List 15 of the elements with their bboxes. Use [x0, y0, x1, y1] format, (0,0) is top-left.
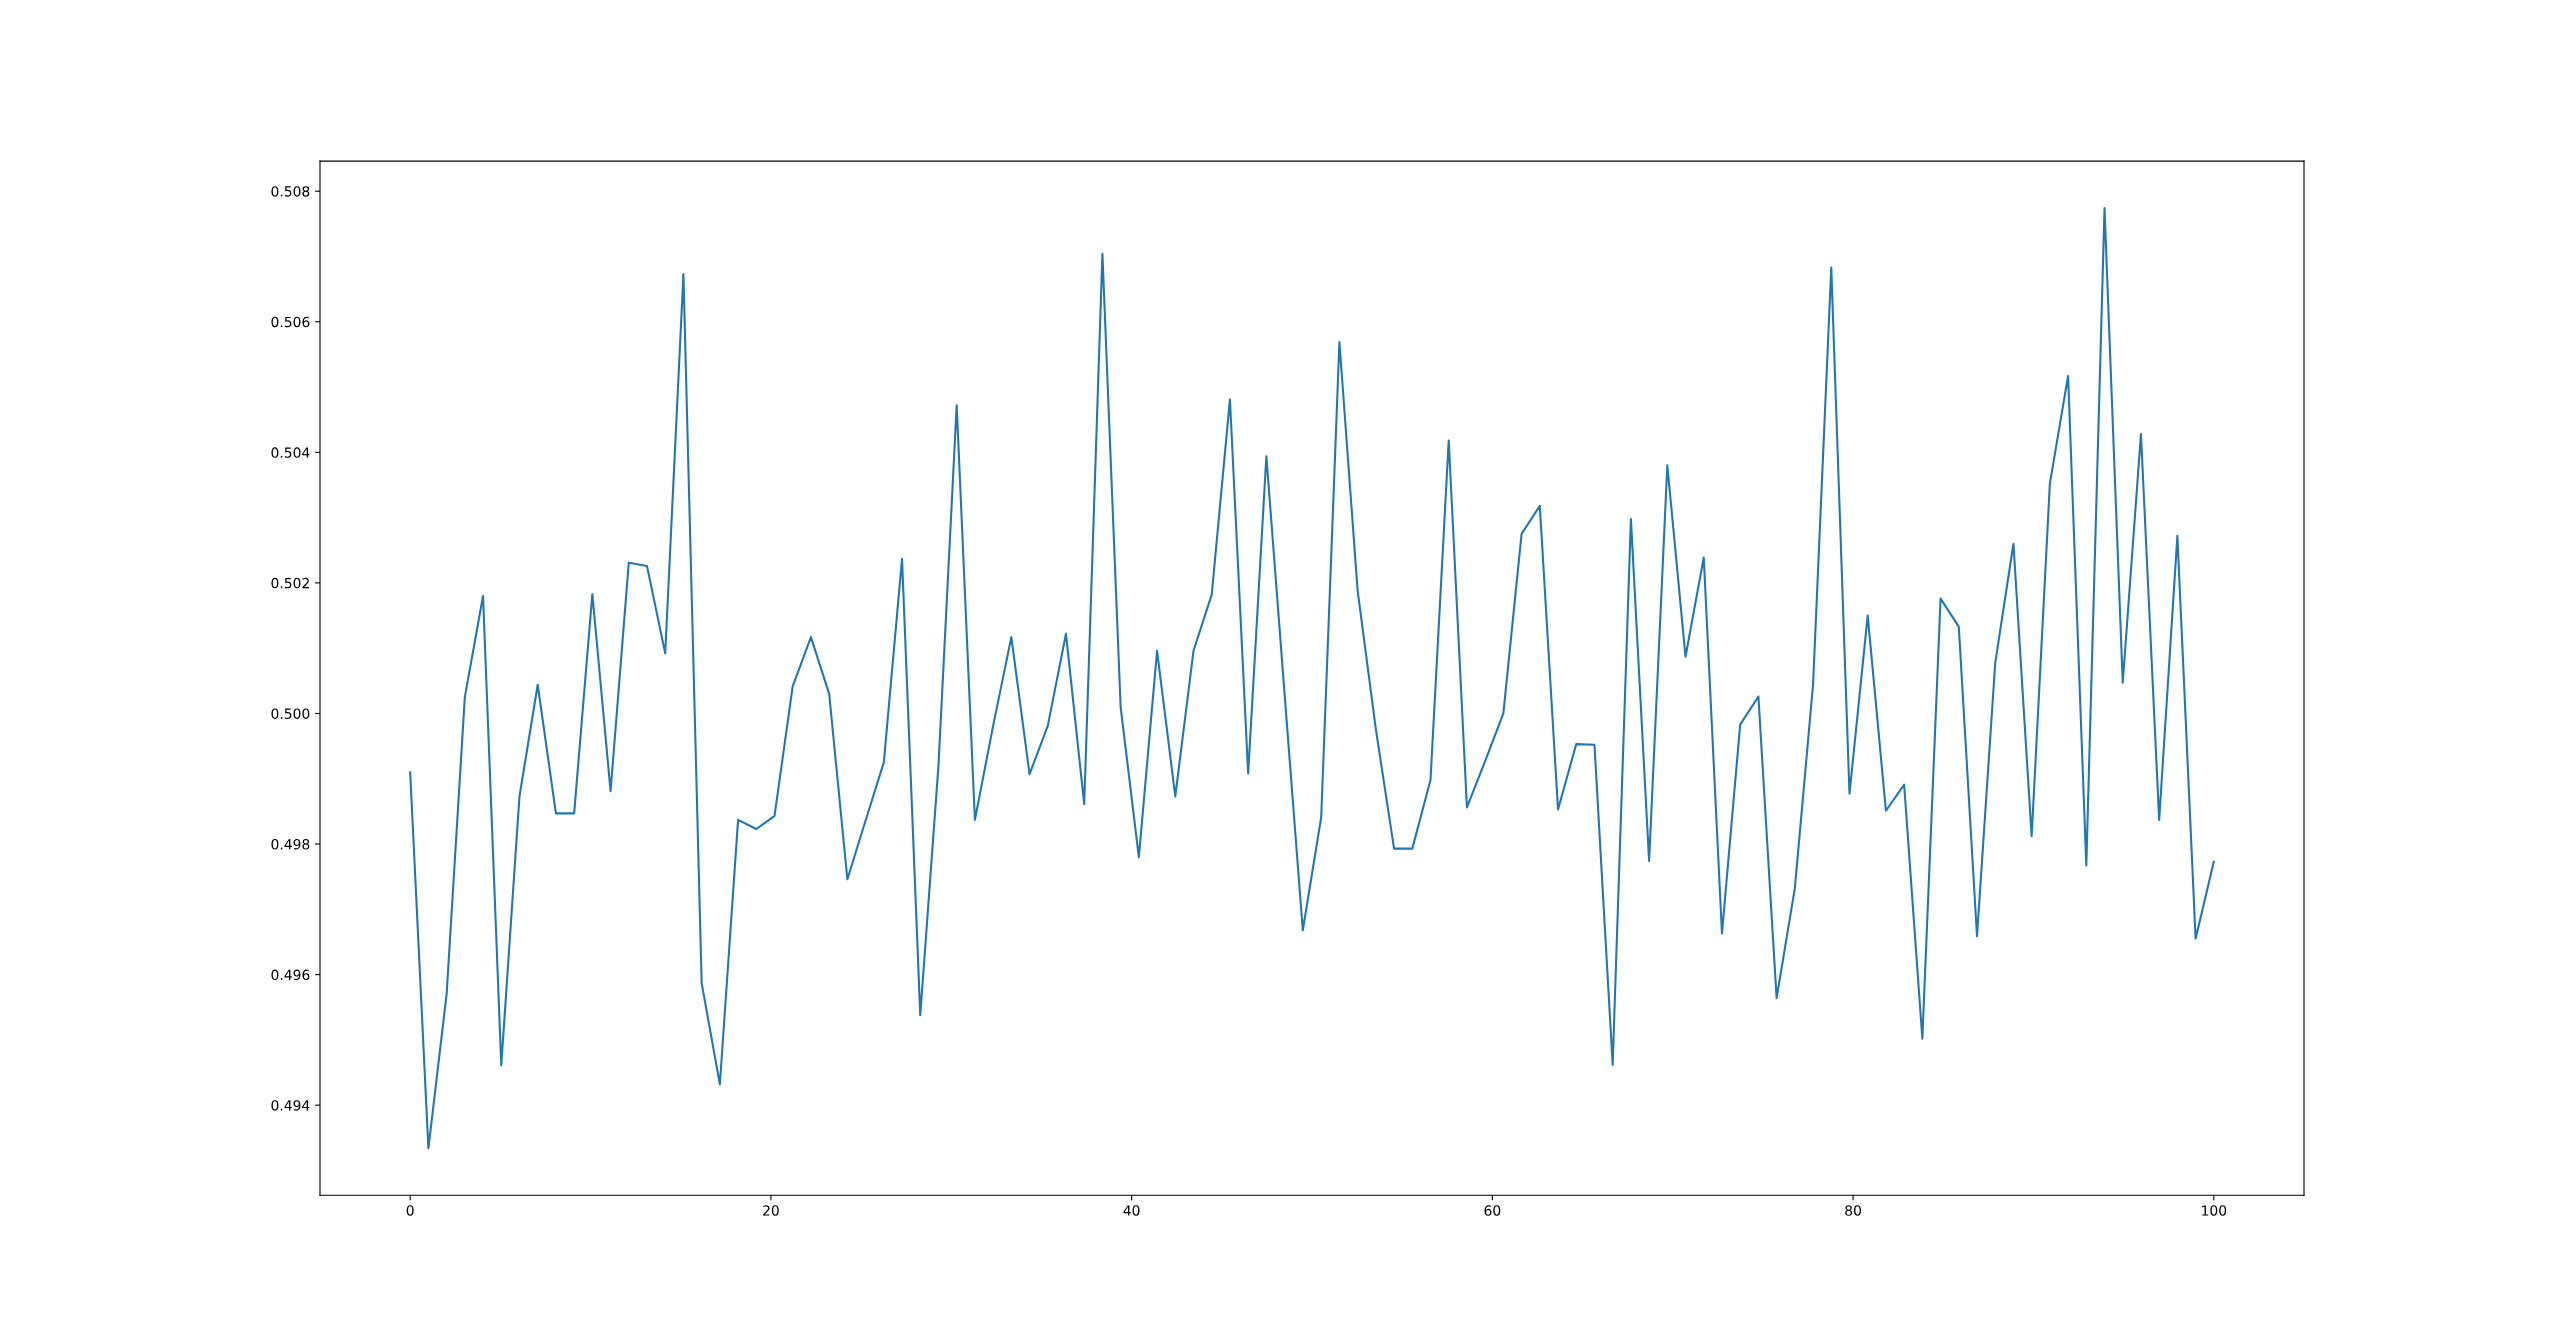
- y-tick-label: 0.504: [271, 447, 310, 458]
- y-tick-label: 0.502: [271, 577, 309, 589]
- y-tick-label: 0.506: [271, 316, 310, 328]
- x-tick-label: 60: [1484, 1205, 1501, 1216]
- y-tick-label: 0.494: [271, 1100, 310, 1111]
- y-tick-label: 0.508: [271, 186, 310, 197]
- x-tick-label: 40: [1123, 1205, 1140, 1216]
- x-tick-label: 100: [2202, 1205, 2227, 1216]
- y-tick-label: 0.496: [271, 969, 310, 981]
- line-series: [409, 207, 2215, 1150]
- x-tick-label: 0: [406, 1205, 414, 1216]
- x-tick-label: 80: [1845, 1205, 1862, 1216]
- x-tick-label: 20: [763, 1205, 779, 1216]
- y-tick-label: 0.498: [271, 839, 310, 850]
- y-tick-label: 0.500: [271, 708, 310, 719]
